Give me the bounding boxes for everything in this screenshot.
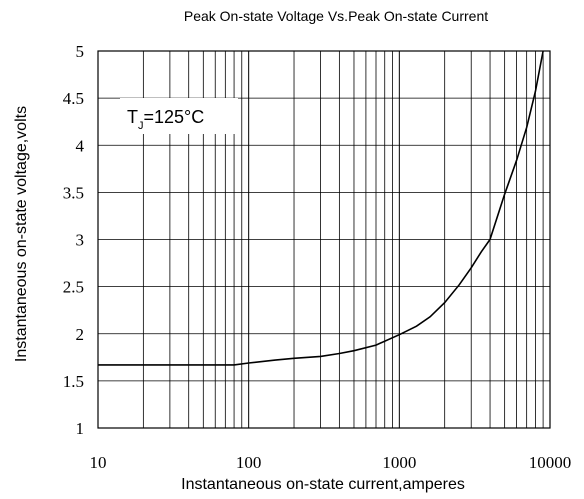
y-axis-label: Instantaneous on-state voltage,volts	[13, 106, 30, 362]
y-tick-labels: 1 1.5 2 2.5 3 3.5 4 4.5 5	[63, 42, 85, 438]
x-tick-labels: 10 100 1000 10000	[90, 453, 572, 472]
x-tick-label: 100	[236, 453, 262, 472]
annotation-rest: =125°C	[144, 107, 205, 127]
x-tick-label: 1000	[382, 453, 416, 472]
y-tick-label: 4.5	[63, 89, 84, 108]
annotation-main: T	[127, 107, 138, 127]
y-tick-label: 3	[76, 231, 85, 250]
annotation-sub: J	[138, 120, 144, 132]
y-tick-label: 1	[76, 419, 85, 438]
x-tick-label: 10	[90, 453, 107, 472]
plot-frame	[97, 50, 551, 429]
series-line	[98, 50, 544, 366]
y-tick-label: 3.5	[63, 183, 84, 202]
y-tick-label: 4	[76, 136, 85, 155]
annotation-box	[120, 98, 238, 134]
y-tick-label: 2	[76, 325, 85, 344]
y-tick-label: 2.5	[63, 278, 84, 297]
x-axis-label: Instantaneous on-state current,amperes	[181, 476, 465, 493]
y-tick-label: 5	[76, 42, 85, 61]
chart-title: Peak On-state Voltage Vs.Peak On-state C…	[184, 8, 488, 24]
temperature-annotation: TJ=125°C	[127, 107, 204, 132]
x-tick-label: 10000	[529, 453, 572, 472]
y-tick-label: 1.5	[63, 372, 84, 391]
